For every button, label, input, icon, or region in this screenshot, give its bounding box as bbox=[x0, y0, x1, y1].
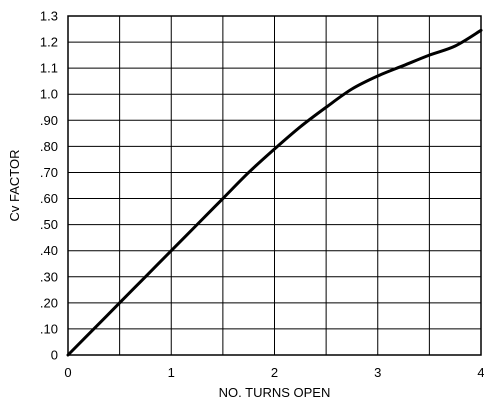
grid bbox=[67, 15, 482, 356]
y-tick-label: .10 bbox=[40, 321, 58, 336]
y-tick-label: 1.0 bbox=[40, 87, 58, 102]
y-tick-label: 1.1 bbox=[40, 61, 58, 76]
x-tick-label: 0 bbox=[64, 365, 71, 380]
y-tick-label: .70 bbox=[40, 165, 58, 180]
x-tick-label: 3 bbox=[374, 365, 381, 380]
y-tick-label: .60 bbox=[40, 191, 58, 206]
plot-frame bbox=[67, 15, 482, 356]
x-axis-title: NO. TURNS OPEN bbox=[219, 385, 331, 400]
y-tick-label: .80 bbox=[40, 139, 58, 154]
x-tick-label: 2 bbox=[271, 365, 278, 380]
y-tick-label: 0 bbox=[51, 348, 58, 363]
series-line bbox=[66, 28, 483, 357]
y-tick-label: .40 bbox=[40, 243, 58, 258]
x-tick-label: 1 bbox=[168, 365, 175, 380]
y-axis-title: Cv FACTOR bbox=[7, 150, 22, 222]
y-tick-label: .50 bbox=[40, 217, 58, 232]
y-tick-label: 1.3 bbox=[40, 9, 58, 24]
tick-labels: 0 .10 .20 .30 .40 .50 .60 .70 .80 .90 1.0 1.1 1.2 1.3… bbox=[40, 9, 484, 381]
y-tick-label: .90 bbox=[40, 113, 58, 128]
y-tick-label: .30 bbox=[40, 269, 58, 284]
x-tick-label: 4 bbox=[477, 365, 484, 380]
series-layer bbox=[66, 28, 483, 357]
y-tick-label: 1.2 bbox=[40, 35, 58, 50]
y-tick-label: .20 bbox=[40, 295, 58, 310]
